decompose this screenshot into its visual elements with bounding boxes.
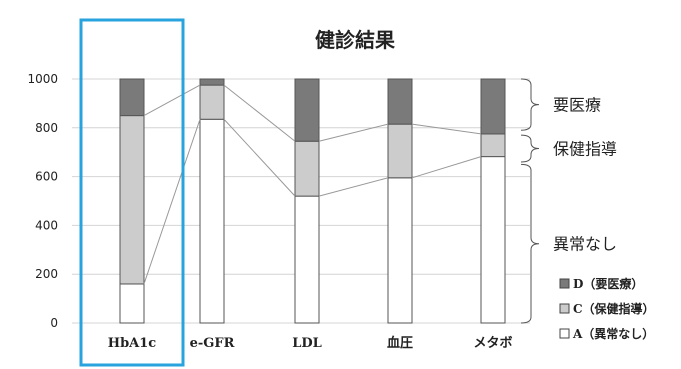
legend-label-0: D（要医療） — [573, 276, 643, 291]
bar-e-GFR-a — [199, 118, 225, 324]
bar-メタボ-c — [480, 133, 506, 158]
bar-血圧-c — [387, 123, 413, 179]
legend-swatch-0 — [559, 278, 570, 289]
bracket-label-0: 要医療 — [553, 96, 601, 115]
y-tick-label-200: 200 — [35, 267, 58, 281]
bar-メタボ-d — [480, 78, 506, 135]
legend-swatch-1 — [559, 303, 570, 314]
bar-LDL-d — [294, 78, 320, 142]
highlight-box — [79, 18, 185, 367]
x-tick-label-3: 血圧 — [387, 335, 413, 351]
x-tick-label-2: LDL — [292, 336, 322, 351]
y-tick-label-0: 0 — [50, 316, 58, 330]
y-tick-label-400: 400 — [35, 218, 58, 232]
y-tick-label-600: 600 — [35, 170, 58, 184]
bar-血圧-d — [387, 78, 413, 125]
bracket-label-2: 異常なし — [553, 235, 617, 254]
legend-label-1: C（保健指導） — [573, 301, 655, 316]
x-tick-label-0: HbA1c — [108, 336, 157, 351]
legend-swatch-2 — [559, 328, 570, 339]
x-tick-label-1: e-GFR — [190, 336, 235, 351]
y-tick-label-1000: 1000 — [27, 72, 58, 86]
bracket-0 — [520, 78, 540, 131]
bar-HbA1c-c — [119, 115, 145, 285]
bar-e-GFR-d — [199, 78, 225, 86]
bar-HbA1c-d — [119, 78, 145, 117]
bar-血圧-a — [387, 177, 413, 324]
x-tick-label-4: メタボ — [473, 335, 512, 351]
bar-HbA1c-a — [119, 283, 145, 324]
bracket-label-1: 保健指導 — [553, 140, 617, 159]
connector-line-c-d — [143, 84, 482, 142]
bracket-1 — [520, 134, 540, 163]
connector-line-a-c — [143, 118, 482, 285]
bar-メタボ-a — [480, 156, 506, 324]
y-tick-label-800: 800 — [35, 121, 58, 135]
bar-LDL-c — [294, 140, 320, 197]
chart-title: 健診結果 — [315, 28, 395, 52]
bracket-2 — [520, 163, 540, 324]
legend-label-2: A（異常なし） — [572, 326, 654, 341]
bar-LDL-a — [294, 195, 320, 324]
bar-e-GFR-c — [199, 84, 225, 120]
